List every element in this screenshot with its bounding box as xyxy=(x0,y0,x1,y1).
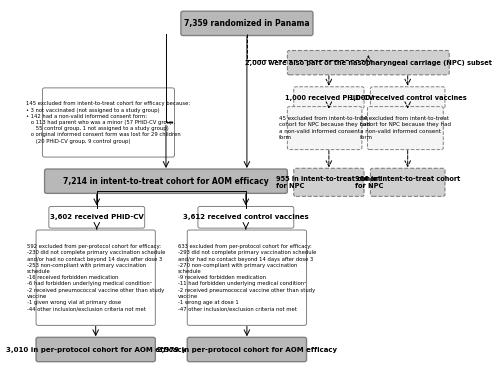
Text: 3,010 in per-protocol cohort for AOM efficacy: 3,010 in per-protocol cohort for AOM eff… xyxy=(6,346,186,353)
FancyBboxPatch shape xyxy=(42,88,174,157)
Text: 145 excluded from intent-to-treat cohort for efficacy because:
• 3 not vaccinate: 145 excluded from intent-to-treat cohort… xyxy=(26,101,190,144)
Text: 7,214 in intent-to-treat cohort for AOM efficacy: 7,214 in intent-to-treat cohort for AOM … xyxy=(63,177,269,186)
FancyBboxPatch shape xyxy=(188,230,306,325)
FancyBboxPatch shape xyxy=(288,107,362,150)
FancyBboxPatch shape xyxy=(288,50,449,75)
Text: 966 in intent-to-treat cohort
for NPC: 966 in intent-to-treat cohort for NPC xyxy=(355,175,461,189)
Text: 2,000 were also part of the nasopharyngeal carriage (NPC) subset: 2,000 were also part of the nasopharynge… xyxy=(245,59,492,66)
FancyBboxPatch shape xyxy=(198,206,294,228)
FancyBboxPatch shape xyxy=(368,107,444,150)
Text: 2,979 in per-protocol cohort for AOM efficacy: 2,979 in per-protocol cohort for AOM eff… xyxy=(157,346,337,353)
FancyBboxPatch shape xyxy=(188,337,306,362)
Text: 3,602 received PHiD-CV: 3,602 received PHiD-CV xyxy=(50,214,144,220)
FancyBboxPatch shape xyxy=(49,206,144,228)
FancyBboxPatch shape xyxy=(294,168,364,196)
Text: 592 excluded from per-protocol cohort for efficacy:
-230 did not complete primar: 592 excluded from per-protocol cohort fo… xyxy=(26,244,165,311)
FancyBboxPatch shape xyxy=(181,11,313,36)
FancyBboxPatch shape xyxy=(370,168,445,196)
Text: 633 excluded from per-protocol cohort for efficacy:
-293 did not complete primar: 633 excluded from per-protocol cohort fo… xyxy=(178,244,316,311)
FancyBboxPatch shape xyxy=(44,169,288,193)
Text: 3,612 received control vaccines: 3,612 received control vaccines xyxy=(183,214,308,220)
FancyBboxPatch shape xyxy=(370,87,445,108)
Text: 45 excluded from intent-to-treat
cohort for NPC because they had
a non-valid inf: 45 excluded from intent-to-treat cohort … xyxy=(279,116,370,140)
Text: 7,359 randomized in Panama: 7,359 randomized in Panama xyxy=(184,19,310,28)
Text: 955 in intent-to-treat cohort
for NPC: 955 in intent-to-treat cohort for NPC xyxy=(276,175,382,189)
FancyBboxPatch shape xyxy=(36,230,156,325)
FancyBboxPatch shape xyxy=(294,87,364,108)
Text: 1,000 received PHiD-CV: 1,000 received PHiD-CV xyxy=(284,95,373,101)
Text: 34 excluded from intent-to-treat
cohort for NPC because they had
a non-valid inf: 34 excluded from intent-to-treat cohort … xyxy=(360,116,451,140)
Text: 1,000 received control vaccines: 1,000 received control vaccines xyxy=(349,95,467,101)
FancyBboxPatch shape xyxy=(36,337,156,362)
